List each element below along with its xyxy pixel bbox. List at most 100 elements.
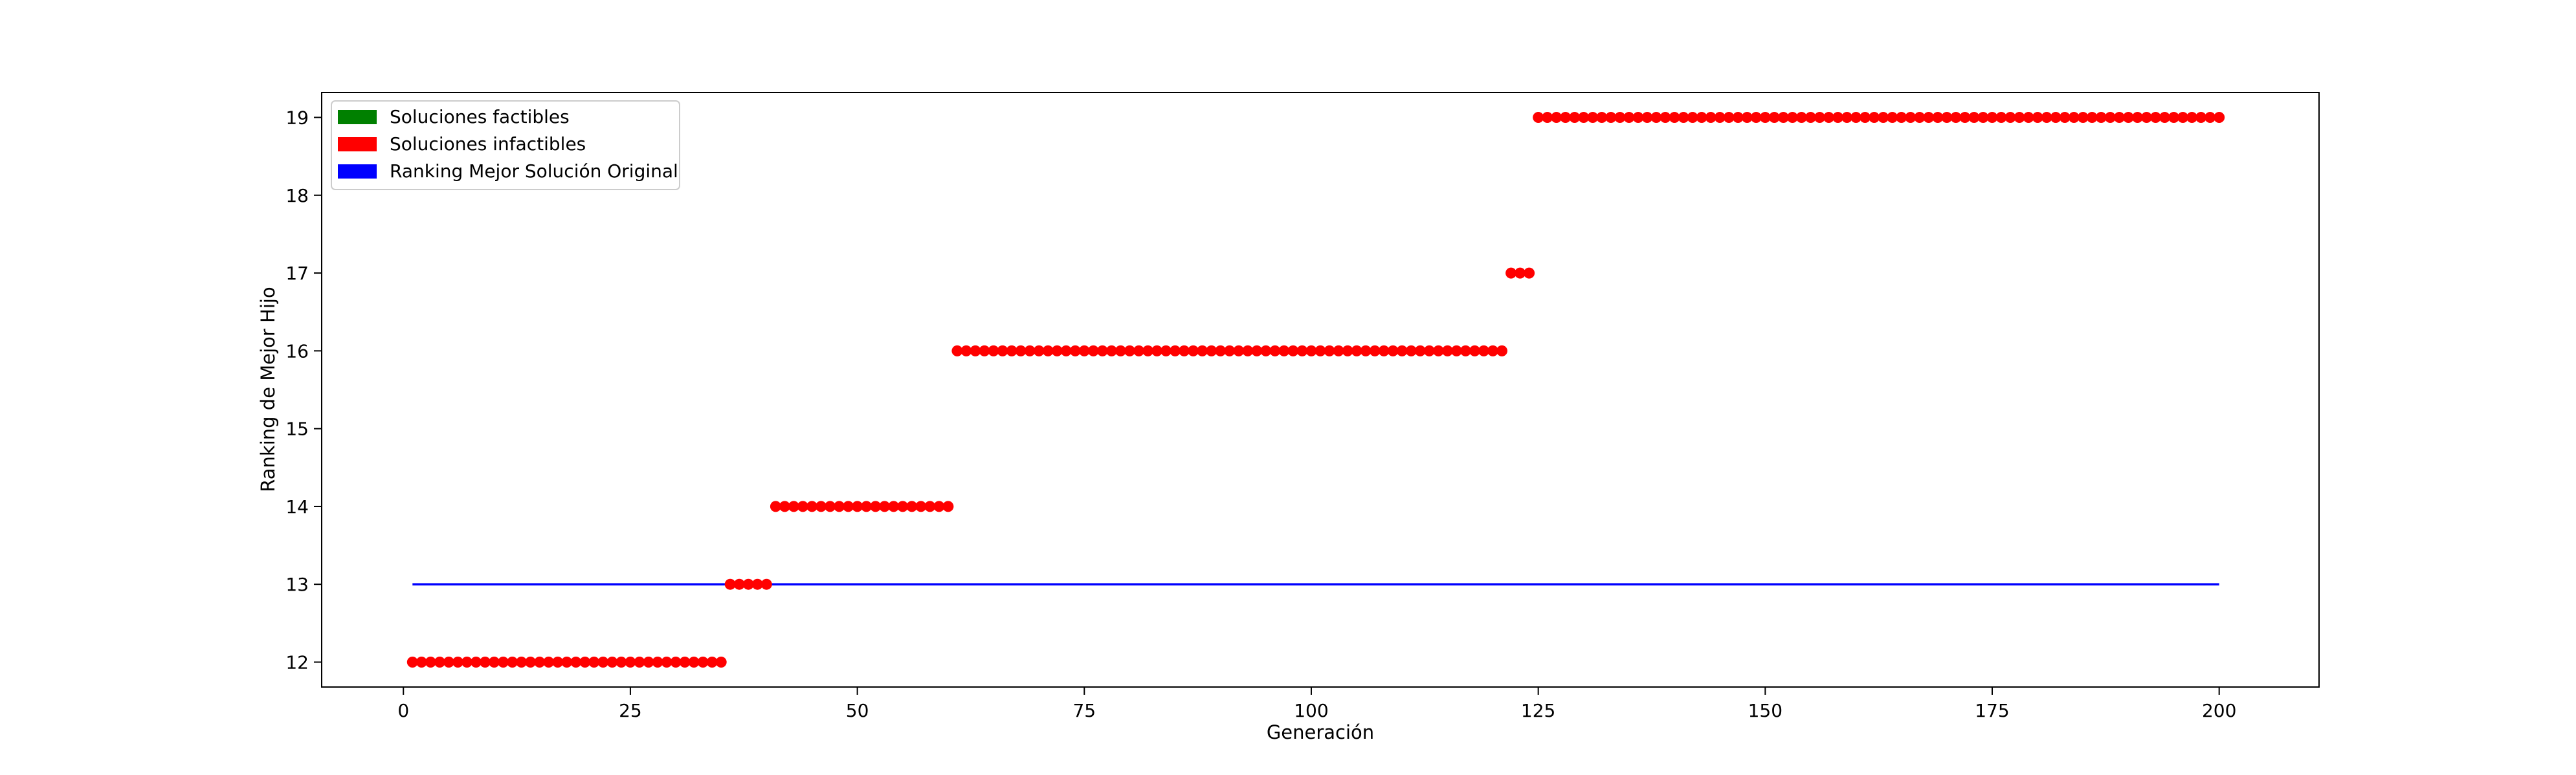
x-tick-label: 100 (1294, 700, 1328, 721)
best-child-point (652, 657, 663, 668)
best-child-point (1042, 345, 1054, 356)
best-child-point (2023, 112, 2034, 123)
best-child-point (416, 657, 427, 668)
best-child-point (1732, 112, 1744, 123)
best-child-point (897, 501, 909, 512)
best-child-point (1170, 345, 1181, 356)
best-child-point (2086, 112, 2098, 123)
best-child-point (1469, 345, 1480, 356)
best-child-point (1542, 112, 1553, 123)
best-child-point (960, 345, 972, 356)
best-child-point (2159, 112, 2170, 123)
best-child-point (979, 345, 990, 356)
best-child-point (1941, 112, 1953, 123)
x-tick-label: 200 (2202, 700, 2236, 721)
best-child-point (1496, 345, 1507, 356)
best-child-point (507, 657, 518, 668)
best-child-point (2177, 112, 2189, 123)
best-child-point (770, 501, 781, 512)
best-child-point (1650, 112, 1662, 123)
best-child-point (706, 657, 718, 668)
best-child-point (1869, 112, 1880, 123)
best-child-point (1315, 345, 1326, 356)
best-child-point (1995, 112, 2007, 123)
best-child-point (534, 657, 546, 668)
legend-swatch-feasible (338, 110, 377, 124)
y-tick-label: 19 (285, 107, 309, 128)
best-child-point (1033, 345, 1045, 356)
best-child-point (1414, 345, 1426, 356)
y-tick-label: 17 (285, 263, 309, 284)
x-tick-label: 175 (1975, 700, 2009, 721)
best-child-point (1696, 112, 1707, 123)
best-child-point (1151, 345, 1162, 356)
best-child-point (933, 501, 945, 512)
best-child-point (425, 657, 436, 668)
best-child-point (1078, 345, 1090, 356)
y-tick-label: 14 (285, 496, 309, 518)
best-child-point (870, 501, 882, 512)
best-child-point (2041, 112, 2052, 123)
best-child-point (2077, 112, 2089, 123)
best-child-point (1069, 345, 1081, 356)
best-child-point (634, 657, 645, 668)
best-child-point (1750, 112, 1762, 123)
best-child-point (1460, 345, 1471, 356)
best-child-point (915, 501, 927, 512)
best-child-point (1596, 112, 1608, 123)
legend-swatch-infeasible (338, 137, 377, 151)
best-child-point (597, 657, 609, 668)
best-child-point (1905, 112, 1916, 123)
best-child-point (742, 578, 754, 590)
best-child-point (1860, 112, 1871, 123)
plot-frame (321, 92, 2320, 688)
best-child-point (1932, 112, 1944, 123)
best-child-point (1215, 345, 1227, 356)
best-child-point (1115, 345, 1126, 356)
x-tick-label: 50 (846, 700, 869, 721)
best-child-point (1986, 112, 1998, 123)
legend-swatch-original (338, 164, 377, 179)
best-child-point (724, 578, 736, 590)
best-child-point (1087, 345, 1099, 356)
best-child-point (2168, 112, 2180, 123)
best-child-point (2050, 112, 2061, 123)
best-child-point (661, 657, 672, 668)
best-child-point (2095, 112, 2107, 123)
best-child-point (1478, 345, 1489, 356)
best-child-point (1660, 112, 1671, 123)
best-child-point (1251, 345, 1263, 356)
best-child-point (1233, 345, 1245, 356)
best-child-point (489, 657, 500, 668)
best-child-point (861, 501, 872, 512)
best-child-point (670, 657, 682, 668)
best-child-point (1805, 112, 1816, 123)
best-child-point (733, 578, 745, 590)
best-child-point (498, 657, 509, 668)
best-child-point (1741, 112, 1753, 123)
best-child-point (1814, 112, 1825, 123)
best-child-point (1768, 112, 1780, 123)
legend-label-feasible: Soluciones factibles (390, 106, 570, 127)
best-child-point (1296, 345, 1308, 356)
best-child-point (715, 657, 727, 668)
best-child-point (1133, 345, 1144, 356)
best-child-point (906, 501, 918, 512)
x-tick-label: 125 (1521, 700, 1555, 721)
y-tick-label: 16 (285, 340, 309, 362)
best-child-point (1224, 345, 1236, 356)
best-child-point (443, 657, 454, 668)
best-child-point (1632, 112, 1644, 123)
y-tick-label: 18 (285, 185, 309, 206)
best-child-point (1432, 345, 1444, 356)
best-child-point (1923, 112, 1935, 123)
legend-label-infeasible: Soluciones infactibles (390, 133, 586, 155)
best-child-point (1423, 345, 1435, 356)
best-child-point (679, 657, 691, 668)
best-child-point (1777, 112, 1789, 123)
x-tick-label: 0 (397, 700, 409, 721)
best-child-points-layer (406, 112, 2225, 668)
best-child-point (1051, 345, 1063, 356)
best-child-point (1587, 112, 1599, 123)
best-child-point (480, 657, 491, 668)
